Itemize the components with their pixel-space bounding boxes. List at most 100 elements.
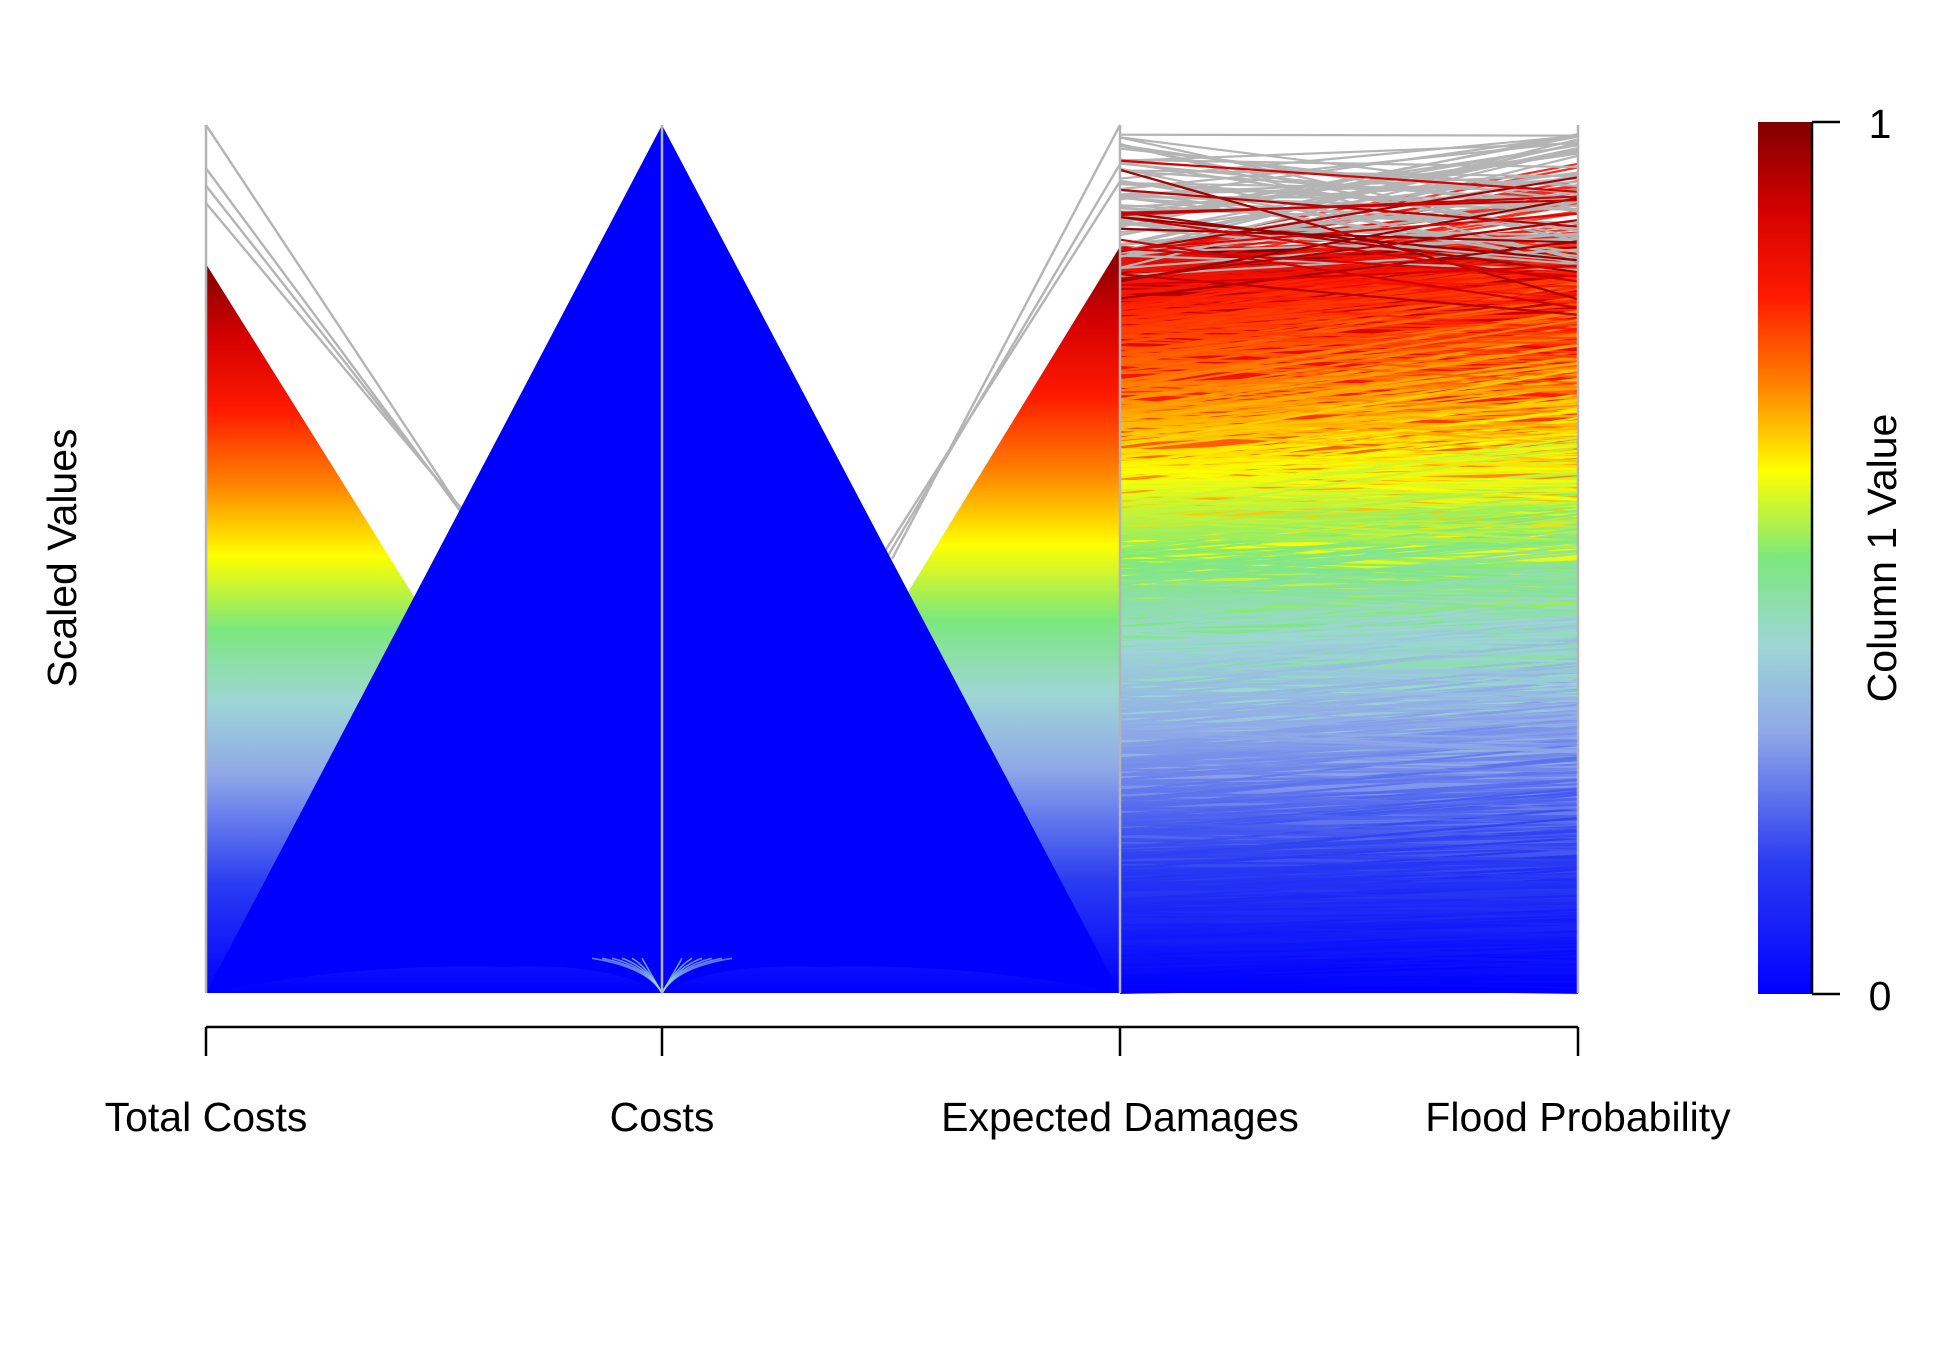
solution-line xyxy=(1119,671,1579,691)
solution-line xyxy=(1119,502,1579,539)
solution-line xyxy=(1119,924,1579,937)
solution-line xyxy=(1119,275,1579,288)
solution-line xyxy=(1119,564,1579,590)
solution-line xyxy=(1119,885,1579,900)
solution-line xyxy=(1119,728,1579,753)
solution-line xyxy=(1119,468,1579,500)
solution-line xyxy=(1119,960,1579,965)
solution-line xyxy=(1119,948,1579,963)
x-axis-tick-label: Flood Probability xyxy=(1425,1094,1731,1140)
solution-line xyxy=(1119,301,1579,308)
solution-line xyxy=(1119,514,1579,543)
solution-line xyxy=(1119,791,1579,834)
excluded-line xyxy=(1119,136,1579,196)
solution-line xyxy=(1119,912,1579,919)
solution-line xyxy=(1119,588,1579,615)
solution-line xyxy=(1119,732,1579,754)
excluded-line xyxy=(1119,141,1579,253)
solution-line xyxy=(1119,589,1579,598)
solution-line xyxy=(1119,935,1579,941)
solution-line xyxy=(1119,830,1579,859)
solution-line xyxy=(1119,902,1579,913)
solution-line xyxy=(1119,640,1579,688)
solution-line xyxy=(1119,324,1579,328)
solution-line xyxy=(1119,277,1579,325)
solution-line xyxy=(1119,501,1579,512)
solution-line xyxy=(1119,921,1579,927)
solution-line xyxy=(1119,399,1579,428)
excluded-line xyxy=(1119,181,1579,211)
solution-line xyxy=(1119,539,1579,568)
solution-line xyxy=(1119,470,1579,484)
solution-line xyxy=(1119,429,1579,457)
excluded-line xyxy=(1119,167,1579,265)
solution-line xyxy=(1119,176,1579,253)
solution-line xyxy=(1119,860,1579,872)
solution-line xyxy=(1119,536,1579,544)
solution-line xyxy=(1119,952,1579,967)
solution-line xyxy=(1119,336,1579,350)
colorbar-label: Column 1 Value xyxy=(1859,414,1905,703)
solution-line xyxy=(1119,464,1579,470)
solution-line xyxy=(1119,978,1579,989)
solution-line xyxy=(1119,334,1579,345)
y-axis-label: Scaled Values xyxy=(39,428,85,687)
colorbar-tick-label-min: 0 xyxy=(1869,973,1892,1019)
solution-line xyxy=(1119,703,1579,746)
solution-line xyxy=(1119,344,1579,414)
solution-line xyxy=(1119,541,1579,580)
solution-line xyxy=(1119,380,1579,388)
solution-line xyxy=(1119,445,1579,518)
solution-line xyxy=(1119,499,1579,533)
solution-line xyxy=(1119,816,1579,860)
solution-line xyxy=(1119,771,1579,795)
solution-line xyxy=(1119,793,1579,836)
solution-line xyxy=(1119,159,1579,193)
solution-line xyxy=(1119,287,1579,356)
solution-line xyxy=(1119,402,1579,437)
solution-line xyxy=(1119,583,1579,591)
solution-line xyxy=(1119,199,1579,214)
solution-line xyxy=(1119,984,1579,995)
solution-line xyxy=(1119,493,1579,537)
solution-line xyxy=(1119,767,1579,777)
solution-line xyxy=(1119,837,1579,870)
excluded-line xyxy=(1119,223,1579,237)
solution-line xyxy=(1119,422,1579,431)
solution-line xyxy=(1119,939,1579,952)
solution-line xyxy=(1119,451,1579,469)
solution-line xyxy=(1119,264,1579,287)
colorbar-tick-label-max: 1 xyxy=(1869,101,1892,147)
solution-line xyxy=(1119,569,1579,581)
solution-line xyxy=(1119,436,1579,508)
solution-line xyxy=(1119,196,1579,283)
solution-line xyxy=(1119,711,1579,728)
axis-lines xyxy=(204,125,1580,993)
excluded-line xyxy=(1119,133,1579,137)
solution-line xyxy=(1119,814,1579,820)
solution-line xyxy=(1119,886,1579,903)
x-axis-tick-label: Total Costs xyxy=(105,1094,308,1140)
solution-line xyxy=(1119,424,1579,441)
colorbar: 1 0 Column 1 Value xyxy=(1758,101,1905,1019)
solution-line xyxy=(1119,949,1579,973)
solution-line xyxy=(1119,871,1579,885)
solution-line xyxy=(1119,539,1579,576)
excluded-line xyxy=(1119,134,1579,201)
solution-line xyxy=(1119,758,1579,801)
solution-line xyxy=(1119,798,1579,820)
plot-area xyxy=(205,124,1579,995)
solution-line xyxy=(1119,583,1579,613)
excluded-line xyxy=(884,163,1122,560)
solution-line xyxy=(1119,395,1579,427)
solution-line xyxy=(1119,670,1579,677)
solution-line xyxy=(1119,725,1579,764)
excluded-line xyxy=(1119,144,1579,242)
solution-line xyxy=(1119,615,1579,660)
solution-line xyxy=(1119,484,1579,488)
solution-line xyxy=(1119,210,1579,274)
excluded-line xyxy=(1119,169,1579,203)
solution-line xyxy=(1119,624,1579,632)
solution-line xyxy=(1119,240,1579,300)
x-axis-tick-label: Expected Damages xyxy=(941,1094,1299,1140)
